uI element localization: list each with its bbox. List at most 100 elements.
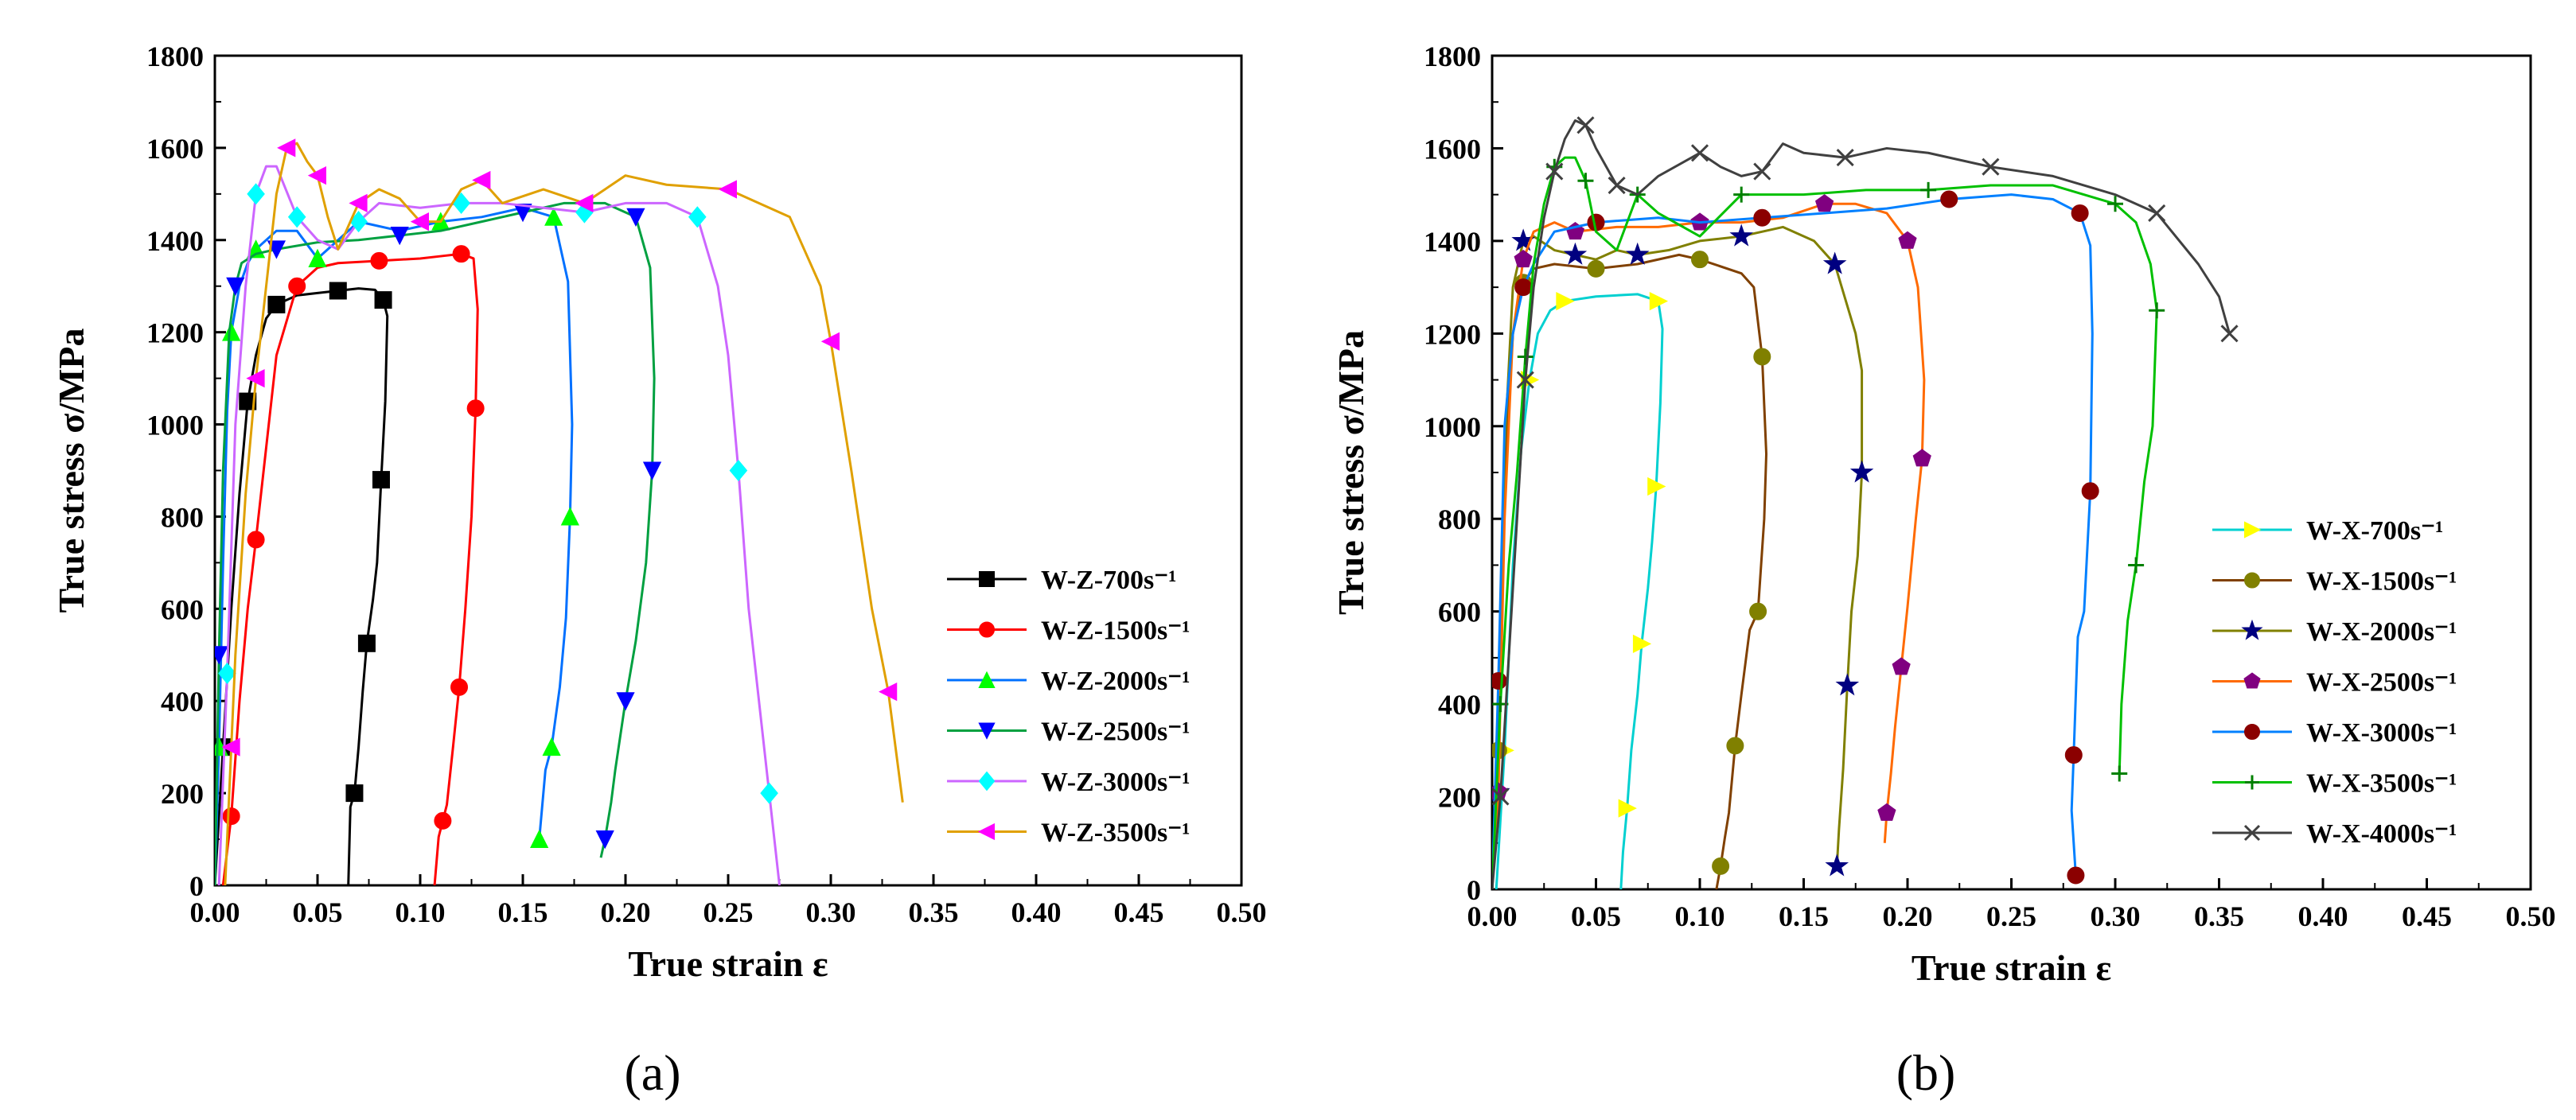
series-w-x-2000s- [1492,224,1874,889]
data-point [1576,116,1595,134]
data-point [1835,673,1860,696]
x-tick-label: 0.40 [1011,896,1062,928]
data-point [544,207,563,226]
series-w-z-3000s- [217,165,781,885]
x-tick-label: 0.35 [2194,900,2244,932]
legend-label: W-X-2500s⁻¹ [2306,668,2457,698]
y-tick-label: 0 [1467,874,1481,906]
y-tick-label: 1200 [146,317,204,349]
legend-label: W-X-2000s⁻¹ [2306,617,2457,647]
data-point [1912,449,1931,467]
data-point [729,459,748,482]
panel-label: (a) [624,1044,680,1101]
series-w-x-3000s- [1492,190,2099,889]
data-point [221,737,240,756]
legend-marker [2241,619,2263,640]
data-point [820,332,840,351]
data-point [688,206,707,228]
data-point [616,692,635,711]
data-point [1618,799,1637,818]
data-point [1892,657,1911,675]
data-point [222,322,241,341]
data-point [1492,788,1510,806]
data-point [267,295,286,313]
x-tick-label: 0.05 [1571,900,1621,932]
data-point [345,784,364,803]
data-point [287,206,306,228]
x-tick-label: 0.50 [1217,896,1267,928]
data-point [626,208,645,228]
series-line [224,142,904,885]
data-point [288,277,306,295]
data-point [1877,803,1896,821]
data-point [2081,482,2099,500]
legend-marker [979,571,995,587]
legend-label: W-Z-3500s⁻¹ [1041,819,1190,848]
data-point [1749,602,1767,620]
y-tick-label: 0 [189,870,204,902]
plot-frame [213,54,1243,887]
x-tick-label: 0.35 [909,896,959,928]
panel-label: (b) [1896,1044,1956,1101]
x-tick-label: 0.45 [1114,896,1164,928]
x-tick-label: 0.05 [293,896,343,928]
y-tick-label: 200 [1438,782,1481,814]
data-point [1836,149,1854,167]
legend: W-Z-700s⁻¹ W-Z-1500s⁻¹ W-Z-2000s⁻¹ W-Z-2500… [947,566,1190,848]
data-point [1587,259,1605,278]
data-point [226,277,245,296]
x-tick-label: 0.00 [1467,900,1518,932]
data-point [2107,196,2123,212]
data-point [466,399,485,418]
data-point [1545,162,1564,181]
chart-panel-b: 0.00 0.05 0.10 0.15 0.20 0.25 0.30 0.35 0.40 0.45… [1331,41,2556,1101]
series-line [1495,293,1664,889]
data-point [2149,302,2165,319]
data-point [2111,765,2128,782]
y-tick-label: 1200 [1424,318,1481,350]
data-point [247,531,265,549]
data-point [1712,857,1730,875]
y-tick-label: 600 [1438,597,1481,628]
series-w-z-1500s- [221,245,485,885]
data-point [2128,557,2145,574]
legend-label: W-X-3000s⁻¹ [2306,718,2457,748]
legend-label: W-Z-1500s⁻¹ [1041,616,1190,646]
legend-label: W-X-4000s⁻¹ [2306,819,2457,849]
legend-label: W-Z-2500s⁻¹ [1041,718,1190,747]
data-point [1691,251,1709,269]
data-point [246,368,265,388]
data-point [218,662,236,685]
data-point [1517,348,1534,365]
data-point [472,170,491,190]
data-point [1753,208,1771,227]
y-tick-label: 400 [1438,689,1481,721]
x-tick-label: 0.25 [703,896,754,928]
data-point [1690,144,1709,162]
y-tick-label: 1600 [146,133,204,165]
data-point [1982,158,2000,176]
data-point [222,807,240,826]
data-point [1577,173,1594,189]
x-tick-label: 0.15 [1779,900,1829,932]
data-point [374,291,392,309]
data-point [1825,854,1849,877]
data-point [452,245,470,263]
data-point [2220,325,2239,343]
legend-marker [2243,824,2261,842]
y-tick-label: 800 [161,501,204,533]
x-axis-label: True strain ε [1912,947,2111,988]
data-point [1625,242,1650,265]
data-point [1733,186,1750,203]
legend: W-X-700s⁻¹ W-X-1500s⁻¹ W-X-2000s⁻¹ W-X-2500… [2212,516,2457,849]
data-point [1920,181,1937,198]
legend-marker [979,621,995,638]
y-tick-label: 1000 [146,410,204,441]
data-point [215,646,228,665]
legend-marker [2244,521,2262,539]
x-tick-label: 0.25 [1986,900,2036,932]
data-point [307,166,326,185]
legend-marker [978,671,996,688]
x-tick-label: 0.30 [806,896,856,928]
